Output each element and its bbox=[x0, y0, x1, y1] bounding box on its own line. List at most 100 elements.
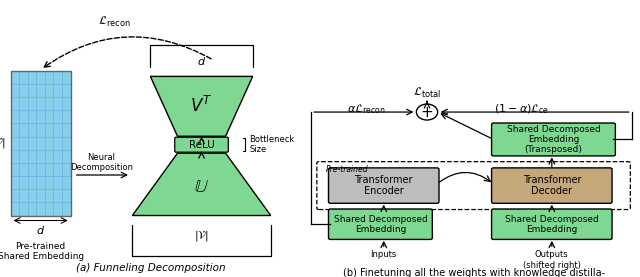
Bar bbox=[45, 137, 54, 150]
Polygon shape bbox=[150, 76, 253, 136]
Text: Transformer
Encoder: Transformer Encoder bbox=[355, 175, 413, 196]
Bar bbox=[36, 176, 45, 189]
Polygon shape bbox=[132, 153, 271, 216]
Bar bbox=[10, 163, 19, 176]
Bar bbox=[54, 124, 62, 137]
Text: Neural
Decomposition: Neural Decomposition bbox=[70, 153, 133, 172]
Bar bbox=[54, 84, 62, 97]
Bar bbox=[36, 189, 45, 202]
Text: (a) Funneling Decomposition: (a) Funneling Decomposition bbox=[76, 263, 225, 273]
Bar bbox=[62, 202, 70, 216]
Bar bbox=[28, 189, 36, 202]
Bar bbox=[10, 124, 19, 137]
Bar bbox=[28, 150, 36, 163]
Text: Shared Decomposed
Embedding
(Transposed): Shared Decomposed Embedding (Transposed) bbox=[507, 125, 600, 154]
Bar bbox=[54, 71, 62, 84]
Bar bbox=[45, 150, 54, 163]
Bar bbox=[45, 163, 54, 176]
Bar bbox=[45, 202, 54, 216]
Bar bbox=[19, 150, 28, 163]
Bar bbox=[54, 110, 62, 124]
Bar bbox=[62, 163, 70, 176]
Bar bbox=[62, 189, 70, 202]
Bar bbox=[45, 176, 54, 189]
Text: $d$: $d$ bbox=[197, 55, 206, 67]
Bar bbox=[54, 97, 62, 110]
Bar bbox=[19, 163, 28, 176]
Bar bbox=[45, 71, 54, 84]
Text: $\mathcal{L}_\mathrm{total}$: $\mathcal{L}_\mathrm{total}$ bbox=[413, 86, 441, 100]
FancyBboxPatch shape bbox=[492, 209, 612, 239]
Bar bbox=[10, 84, 19, 97]
Text: Bottleneck
Size: Bottleneck Size bbox=[250, 135, 294, 154]
Bar bbox=[62, 97, 70, 110]
Text: Pre-trained: Pre-trained bbox=[326, 165, 368, 174]
Text: ReLU: ReLU bbox=[189, 140, 214, 150]
Bar bbox=[10, 176, 19, 189]
Bar bbox=[19, 71, 28, 84]
Text: $\alpha\mathcal{L}_\mathrm{recon}$: $\alpha\mathcal{L}_\mathrm{recon}$ bbox=[347, 103, 386, 116]
Bar bbox=[62, 176, 70, 189]
Bar bbox=[36, 137, 45, 150]
Text: Outputs
(shifted right): Outputs (shifted right) bbox=[523, 250, 580, 270]
Bar bbox=[36, 84, 45, 97]
Bar bbox=[36, 150, 45, 163]
Bar bbox=[10, 137, 19, 150]
Bar bbox=[36, 71, 45, 84]
Bar bbox=[45, 189, 54, 202]
Text: Pre-trained
Shared Embedding: Pre-trained Shared Embedding bbox=[0, 242, 84, 261]
Bar bbox=[54, 150, 62, 163]
Bar bbox=[10, 189, 19, 202]
Bar bbox=[36, 124, 45, 137]
Bar bbox=[19, 176, 28, 189]
Bar bbox=[62, 124, 70, 137]
Text: Shared Decomposed
Embedding: Shared Decomposed Embedding bbox=[505, 214, 598, 234]
Bar bbox=[45, 84, 54, 97]
Bar bbox=[45, 124, 54, 137]
Bar bbox=[62, 137, 70, 150]
Text: $d$: $d$ bbox=[36, 224, 45, 236]
Bar bbox=[62, 150, 70, 163]
Bar bbox=[19, 84, 28, 97]
Text: $+$: $+$ bbox=[420, 104, 433, 120]
Bar bbox=[54, 137, 62, 150]
Text: Shared Decomposed
Embedding: Shared Decomposed Embedding bbox=[333, 214, 428, 234]
Bar bbox=[45, 97, 54, 110]
Bar bbox=[62, 71, 70, 84]
Bar bbox=[62, 84, 70, 97]
Bar bbox=[54, 189, 62, 202]
Bar bbox=[36, 110, 45, 124]
Bar bbox=[28, 124, 36, 137]
Text: $|\mathcal{V}|$: $|\mathcal{V}|$ bbox=[194, 229, 209, 243]
Bar bbox=[10, 150, 19, 163]
FancyBboxPatch shape bbox=[175, 137, 228, 152]
Bar bbox=[19, 124, 28, 137]
Bar bbox=[28, 137, 36, 150]
Bar bbox=[54, 202, 62, 216]
Bar bbox=[10, 97, 19, 110]
Bar bbox=[10, 110, 19, 124]
Bar bbox=[10, 71, 19, 84]
Bar bbox=[19, 189, 28, 202]
Bar bbox=[28, 110, 36, 124]
Bar bbox=[10, 202, 19, 216]
FancyBboxPatch shape bbox=[492, 168, 612, 203]
Bar bbox=[28, 84, 36, 97]
Bar bbox=[28, 163, 36, 176]
Bar bbox=[45, 110, 54, 124]
Bar bbox=[28, 202, 36, 216]
FancyBboxPatch shape bbox=[328, 168, 439, 203]
Bar bbox=[54, 163, 62, 176]
Text: $\mathbb{U}$: $\mathbb{U}$ bbox=[194, 178, 209, 196]
Bar bbox=[28, 97, 36, 110]
Bar bbox=[19, 137, 28, 150]
Bar bbox=[19, 202, 28, 216]
Bar bbox=[36, 202, 45, 216]
Text: $\mathcal{L}_\mathrm{recon}$: $\mathcal{L}_\mathrm{recon}$ bbox=[98, 15, 131, 29]
Text: Inputs: Inputs bbox=[371, 250, 397, 259]
Bar bbox=[36, 163, 45, 176]
Bar bbox=[54, 176, 62, 189]
Text: $V^T$: $V^T$ bbox=[190, 96, 212, 116]
Bar bbox=[10, 71, 70, 216]
Bar bbox=[28, 176, 36, 189]
